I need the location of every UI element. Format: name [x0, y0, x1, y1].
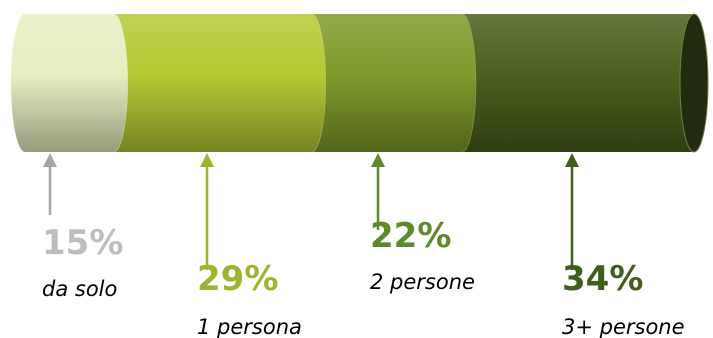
- category-label-1: da solo: [42, 277, 117, 301]
- arrow-head-4: [565, 153, 579, 167]
- percent-label-3: 22%: [370, 216, 451, 256]
- cylinder-end-cap: [679, 13, 709, 153]
- arrow-head-3: [371, 153, 385, 167]
- arrow-head-1: [43, 153, 57, 167]
- percent-label-1: 15%: [42, 223, 123, 263]
- cylinder-bar: [11, 13, 709, 153]
- bar-segment-1: [11, 14, 128, 152]
- arrow-head-2: [200, 153, 214, 167]
- bar-segment-3: [311, 14, 476, 152]
- category-label-3: 2 persone: [370, 270, 475, 294]
- segment-annotations: 15% da solo 29% 1 persona 22% 2 persone 34% 3+ …: [42, 153, 685, 338]
- category-label-4: 3+ persone: [562, 315, 685, 338]
- bar-segment-2: [113, 14, 326, 152]
- percent-label-4: 34%: [562, 259, 643, 299]
- category-label-2: 1 persona: [197, 315, 302, 338]
- percent-label-2: 29%: [197, 259, 278, 299]
- bar-segment-4: [461, 14, 708, 152]
